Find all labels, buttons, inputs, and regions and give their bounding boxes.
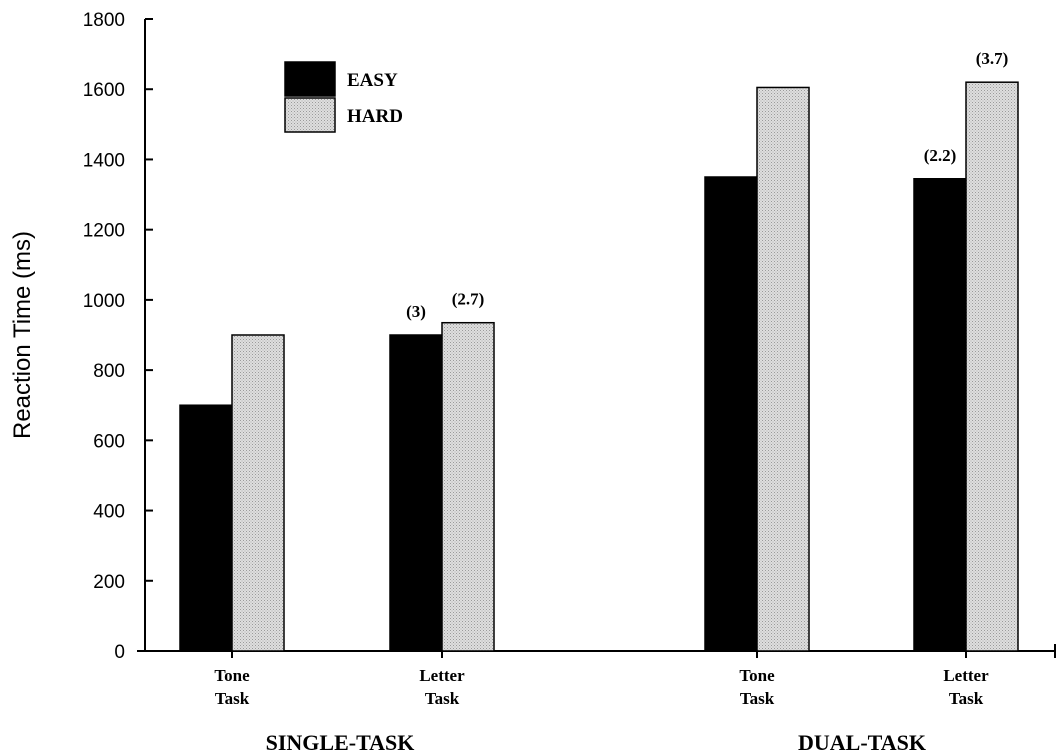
y-tick-label: 1200 <box>83 221 125 242</box>
bar-annotation: (3.7) <box>976 49 1009 68</box>
y-tick-label: 0 <box>114 642 125 663</box>
group-label: SINGLE-TASK <box>266 730 415 755</box>
y-tick-label: 1600 <box>83 80 125 101</box>
legend-swatch-easy <box>284 61 336 97</box>
bars <box>179 81 1019 652</box>
legend-label-easy: EASY <box>347 70 398 91</box>
bar-annotation: (3) <box>406 302 426 321</box>
bar-easy <box>389 334 443 652</box>
category-label: Letter <box>419 666 465 685</box>
legend: EASY HARD <box>284 61 403 133</box>
category-label: Task <box>740 689 775 708</box>
bar-hard <box>441 321 495 652</box>
bar-hard <box>231 334 285 652</box>
y-tick-label: 1400 <box>83 150 125 171</box>
labels: Reaction Time (ms) Tone Task (3) (2.7) Letter… <box>9 49 1008 755</box>
bar-easy <box>704 176 758 652</box>
y-tick-label: 1800 <box>83 10 125 31</box>
axes: 0 200 400 600 800 1000 1200 1400 1600 1800 <box>83 10 1056 663</box>
group-label: DUAL-TASK <box>798 730 926 755</box>
bar-easy <box>179 404 233 652</box>
y-axis-label: Reaction Time (ms) <box>9 231 36 439</box>
legend-swatch-hard <box>284 97 336 133</box>
bar-easy <box>913 178 967 652</box>
bar-hard <box>965 81 1019 652</box>
category-label: Task <box>215 689 250 708</box>
y-tick-label: 200 <box>93 572 125 593</box>
bar-annotation: (2.2) <box>924 146 957 165</box>
category-label: Letter <box>943 666 989 685</box>
y-tick-label: 600 <box>93 431 125 452</box>
category-label: Tone <box>739 666 775 685</box>
legend-label-hard: HARD <box>347 106 403 127</box>
y-tick-label: 800 <box>93 361 125 382</box>
y-tick-label: 400 <box>93 502 125 523</box>
category-label: Tone <box>214 666 250 685</box>
bar-hard <box>756 86 810 652</box>
category-label: Task <box>949 689 984 708</box>
category-label: Task <box>425 689 460 708</box>
y-tick-label: 1000 <box>83 291 125 312</box>
bar-annotation: (2.7) <box>452 290 485 309</box>
